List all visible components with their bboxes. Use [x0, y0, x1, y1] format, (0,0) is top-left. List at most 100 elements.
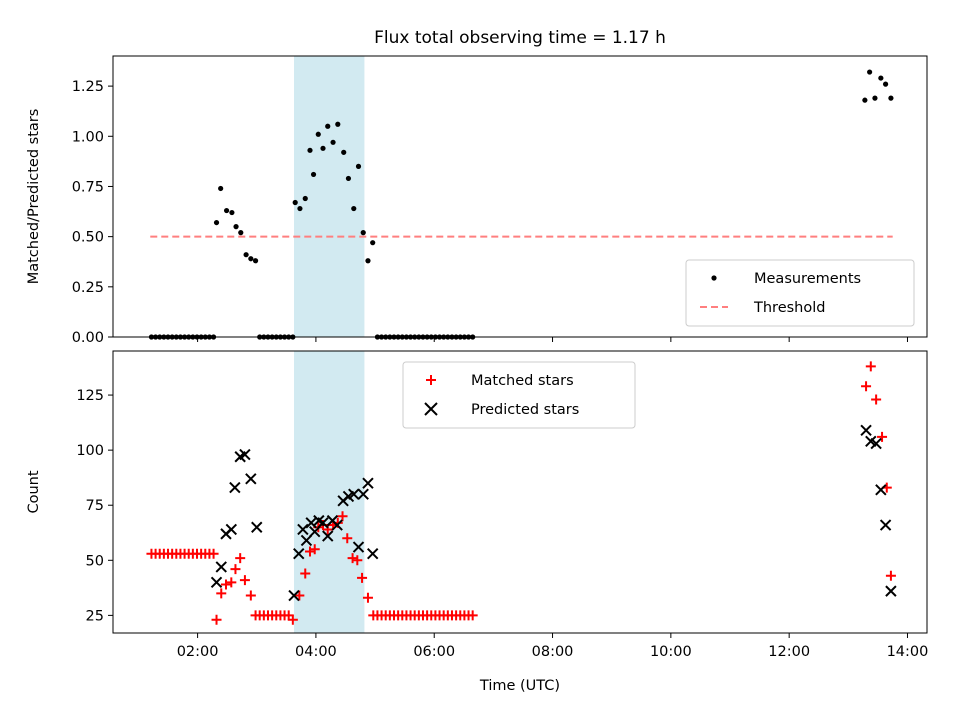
measurement-point: [325, 123, 331, 129]
measurement-point: [862, 97, 868, 103]
matched-point: [347, 553, 358, 564]
legend-marker-measurements: [711, 275, 717, 281]
measurement-point: [320, 145, 326, 151]
matched-point: [362, 592, 373, 603]
measurement-point: [370, 240, 376, 246]
measurement-point: [351, 205, 357, 212]
predicted-point: [251, 521, 263, 533]
matched-point: [239, 575, 250, 586]
series-matched-stars: [146, 361, 896, 625]
matched-point: [352, 555, 363, 566]
matched-point: [337, 511, 348, 522]
matched-point: [245, 590, 256, 601]
measurement-point: [341, 149, 347, 155]
y-tick-label: 125: [76, 388, 104, 404]
measurement-point: [888, 95, 894, 101]
predicted-point: [229, 481, 241, 494]
bottom-panel: 25 50 75 100 125 02:00 04:00 06:00 08:00 10:00 12:…: [26, 350, 929, 660]
y-tick-label: 1.00: [72, 129, 104, 145]
measurement-point: [302, 195, 308, 202]
y-tick-label: 0.75: [72, 179, 104, 195]
matched-point: [226, 577, 237, 588]
legend: Matched stars Predicted stars: [402, 361, 636, 429]
predicted-point: [210, 576, 223, 589]
predicted-point: [293, 547, 305, 560]
matched-point: [467, 610, 478, 621]
measurement-point: [872, 95, 878, 101]
y-tick-label: 0.50: [72, 230, 104, 246]
matched-point: [216, 588, 227, 599]
measurement-point: [878, 75, 884, 81]
predicted-point: [288, 589, 300, 602]
legend-label: Threshold: [753, 300, 825, 316]
matched-point: [342, 533, 353, 544]
measurement-point: [867, 69, 873, 75]
measurement-point: [223, 207, 230, 214]
predicted-point: [297, 523, 309, 536]
x-tick-label: 04:00: [295, 644, 337, 660]
series-measurements: [148, 69, 894, 340]
predicted-point: [309, 525, 321, 538]
predicted-point: [225, 523, 238, 536]
legend-label: Measurements: [754, 271, 861, 287]
measurement-point: [335, 121, 341, 127]
y-tick-label: 0.25: [72, 280, 104, 296]
predicted-point: [357, 488, 369, 500]
y-tick-label: 100: [76, 443, 104, 459]
predicted-point: [215, 561, 227, 573]
predicted-point: [875, 484, 887, 496]
axes-frame: [112, 55, 928, 338]
measurement-point: [315, 131, 321, 137]
predicted-point: [317, 517, 329, 529]
matched-point: [885, 570, 896, 581]
chart-title: Flux total observing time = 1.17 h: [374, 28, 666, 48]
predicted-point: [348, 488, 360, 500]
legend-label: Matched stars: [471, 373, 574, 389]
predicted-point: [870, 437, 882, 450]
matched-point: [220, 579, 231, 590]
matched-point: [322, 524, 333, 535]
predicted-point: [885, 585, 897, 597]
predicted-point: [362, 477, 374, 489]
legend-marker-predicted: [424, 402, 438, 416]
legend-marker-matched: [426, 375, 436, 385]
x-axis-label: Time (UTC): [479, 678, 560, 694]
matched-point: [309, 544, 320, 555]
matched-point: [230, 564, 241, 575]
x-tick-label: 14:00: [887, 644, 929, 660]
matched-point: [871, 394, 882, 405]
matched-point: [294, 590, 305, 601]
matched-point: [300, 568, 311, 579]
measurement-point: [345, 175, 352, 182]
matched-point: [861, 381, 872, 392]
y-tick-label: 75: [86, 498, 104, 514]
measurement-point: [233, 224, 239, 230]
y-tick-label: 0.00: [72, 330, 104, 346]
top-panel: 0.00 0.25 0.50 0.75 1.00 1.25 Matched/Predicte…: [26, 55, 928, 346]
matched-point: [304, 546, 315, 557]
x-tick-label: 02:00: [177, 644, 219, 660]
measurement-point: [292, 199, 298, 206]
measurement-point: [355, 163, 362, 169]
measurement-point: [229, 209, 235, 216]
predicted-point: [366, 547, 379, 560]
legend-box: [685, 259, 915, 327]
predicted-point: [879, 519, 892, 531]
series-predicted-stars: [210, 424, 897, 602]
axes-frame: [112, 350, 928, 634]
measurement-point: [310, 171, 317, 178]
matched-point: [865, 361, 876, 372]
measurement-point: [307, 147, 313, 153]
legend-label: Predicted stars: [471, 402, 579, 418]
predicted-point: [245, 473, 257, 485]
legend-box: [402, 361, 636, 429]
matched-point: [877, 431, 888, 442]
matched-point: [211, 614, 222, 625]
measurement-point: [365, 258, 371, 264]
measurement-point: [330, 139, 336, 145]
predicted-point: [860, 424, 872, 437]
predicted-point: [322, 530, 334, 542]
predicted-point: [331, 519, 343, 531]
matched-point: [208, 548, 219, 559]
